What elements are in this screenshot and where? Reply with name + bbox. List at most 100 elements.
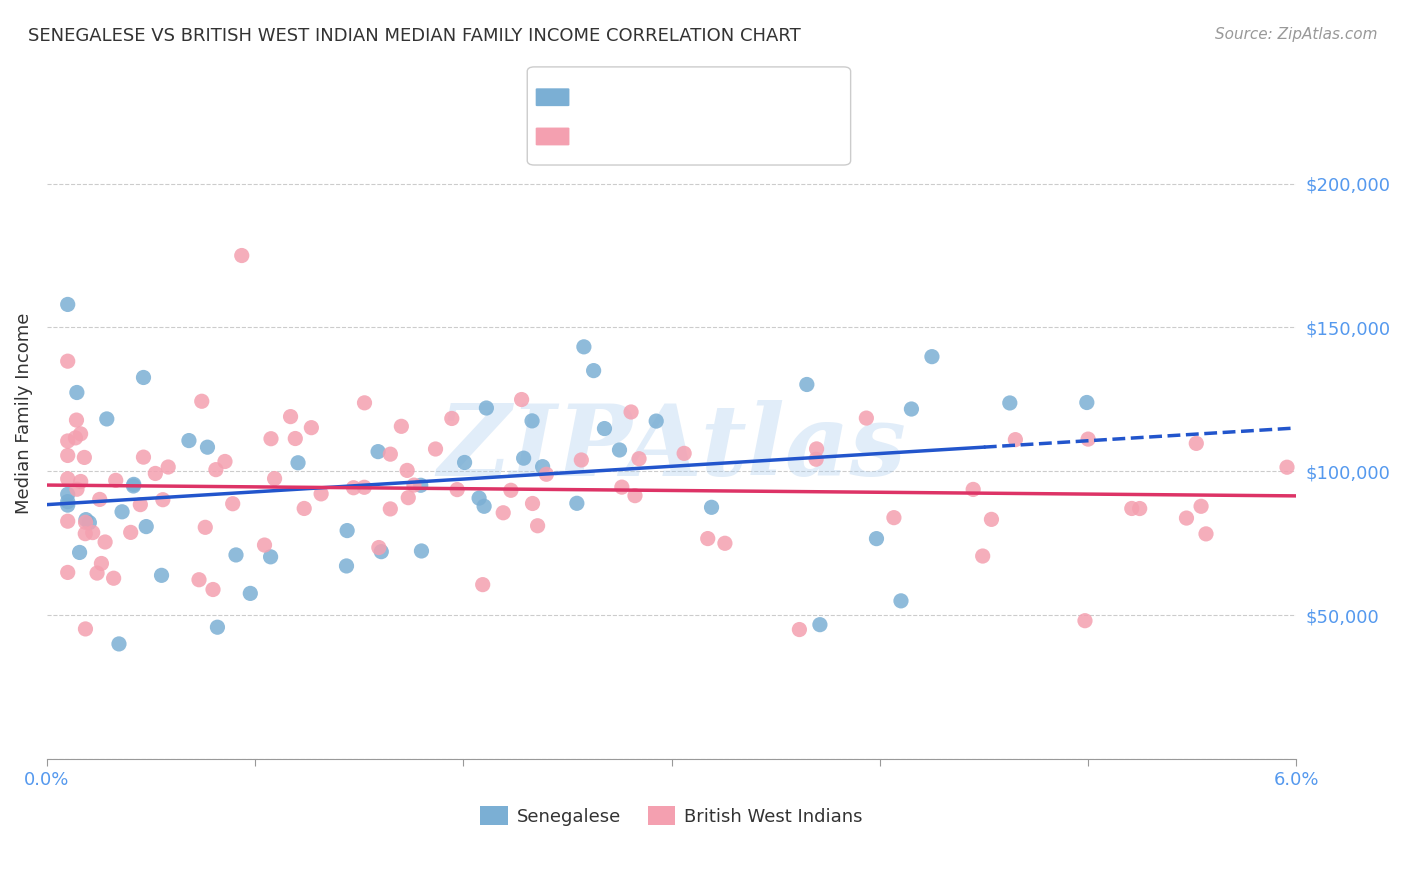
- Text: ZIPAtlas: ZIPAtlas: [437, 400, 905, 497]
- British West Indians: [202, 582, 225, 597]
- Senegalese: [108, 637, 131, 651]
- British West Indians: [65, 431, 87, 445]
- British West Indians: [120, 525, 142, 540]
- Senegalese: [66, 385, 89, 400]
- Senegalese: [593, 421, 616, 435]
- Senegalese: [75, 513, 97, 527]
- Senegalese: [132, 370, 155, 384]
- British West Indians: [1121, 501, 1143, 516]
- Senegalese: [409, 478, 432, 492]
- British West Indians: [522, 496, 544, 510]
- Text: R =: R =: [541, 87, 575, 105]
- British West Indians: [299, 420, 322, 434]
- Senegalese: [336, 524, 359, 538]
- British West Indians: [152, 492, 174, 507]
- British West Indians: [980, 512, 1002, 526]
- Text: N =: N =: [661, 127, 695, 145]
- Senegalese: [150, 568, 173, 582]
- British West Indians: [82, 525, 104, 540]
- British West Indians: [157, 460, 180, 475]
- British West Indians: [1195, 527, 1218, 541]
- Senegalese: [96, 412, 118, 426]
- Text: 0.172: 0.172: [591, 87, 647, 105]
- Senegalese: [367, 444, 389, 458]
- British West Indians: [569, 453, 592, 467]
- British West Indians: [56, 354, 79, 368]
- Senegalese: [239, 586, 262, 600]
- British West Indians: [499, 483, 522, 498]
- British West Indians: [446, 483, 468, 497]
- British West Indians: [104, 474, 127, 488]
- British West Indians: [56, 514, 79, 528]
- British West Indians: [673, 446, 696, 460]
- British West Indians: [526, 518, 548, 533]
- British West Indians: [883, 510, 905, 524]
- British West Indians: [789, 623, 811, 637]
- British West Indians: [231, 248, 253, 262]
- British West Indians: [56, 434, 79, 448]
- Senegalese: [122, 479, 145, 493]
- British West Indians: [90, 557, 112, 571]
- Senegalese: [565, 496, 588, 510]
- British West Indians: [56, 566, 79, 580]
- British West Indians: [260, 432, 283, 446]
- British West Indians: [396, 463, 419, 477]
- Senegalese: [796, 377, 818, 392]
- British West Indians: [94, 535, 117, 549]
- British West Indians: [367, 541, 389, 555]
- British West Indians: [696, 532, 718, 546]
- Senegalese: [197, 440, 219, 454]
- British West Indians: [620, 405, 643, 419]
- Senegalese: [998, 396, 1021, 410]
- British West Indians: [536, 467, 558, 482]
- British West Indians: [292, 501, 315, 516]
- British West Indians: [402, 478, 425, 492]
- Senegalese: [1076, 395, 1098, 409]
- Text: 0.050: 0.050: [591, 127, 647, 145]
- British West Indians: [284, 432, 307, 446]
- British West Indians: [69, 426, 91, 441]
- British West Indians: [425, 442, 447, 456]
- British West Indians: [1185, 436, 1208, 450]
- Senegalese: [700, 500, 723, 515]
- Senegalese: [56, 297, 79, 311]
- Senegalese: [225, 548, 247, 562]
- Senegalese: [921, 350, 943, 364]
- Senegalese: [531, 459, 554, 474]
- Y-axis label: Median Family Income: Median Family Income: [15, 313, 32, 515]
- British West Indians: [714, 536, 737, 550]
- British West Indians: [75, 526, 97, 541]
- British West Indians: [89, 492, 111, 507]
- Text: SENEGALESE VS BRITISH WEST INDIAN MEDIAN FAMILY INCOME CORRELATION CHART: SENEGALESE VS BRITISH WEST INDIAN MEDIAN…: [28, 27, 801, 45]
- British West Indians: [86, 566, 108, 580]
- Senegalese: [177, 434, 200, 448]
- British West Indians: [389, 419, 412, 434]
- Senegalese: [122, 477, 145, 491]
- British West Indians: [1004, 433, 1026, 447]
- British West Indians: [471, 577, 494, 591]
- British West Indians: [263, 472, 285, 486]
- British West Indians: [253, 538, 276, 552]
- Senegalese: [520, 414, 543, 428]
- British West Indians: [309, 487, 332, 501]
- Legend: Senegalese, British West Indians: Senegalese, British West Indians: [474, 799, 870, 833]
- British West Indians: [73, 450, 96, 465]
- British West Indians: [191, 394, 214, 409]
- Text: N =: N =: [661, 87, 695, 105]
- British West Indians: [1074, 614, 1097, 628]
- British West Indians: [1129, 501, 1152, 516]
- Text: Source: ZipAtlas.com: Source: ZipAtlas.com: [1215, 27, 1378, 42]
- Senegalese: [135, 519, 157, 533]
- British West Indians: [972, 549, 994, 563]
- British West Indians: [624, 489, 647, 503]
- Senegalese: [370, 544, 392, 558]
- British West Indians: [855, 411, 877, 425]
- British West Indians: [132, 450, 155, 464]
- Senegalese: [472, 500, 495, 514]
- Text: R =: R =: [541, 127, 575, 145]
- British West Indians: [65, 413, 87, 427]
- Senegalese: [69, 545, 91, 559]
- British West Indians: [380, 447, 402, 461]
- British West Indians: [510, 392, 533, 407]
- British West Indians: [280, 409, 302, 424]
